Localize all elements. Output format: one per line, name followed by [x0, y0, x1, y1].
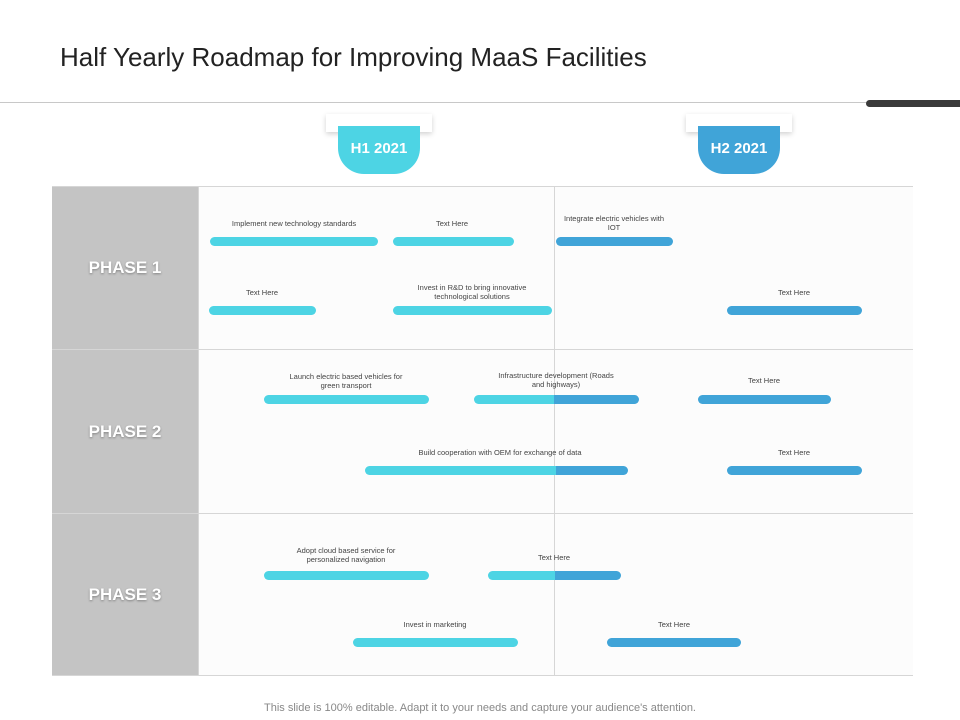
task-label: Invest in R&D to bring innovative techno…: [417, 283, 527, 301]
h1-badge: H1 2021: [338, 126, 420, 174]
task-label: Text Here: [657, 620, 691, 629]
task-label: Adopt cloud based service for personaliz…: [296, 546, 396, 564]
task-label: Text Here: [537, 553, 571, 562]
task-bar: [727, 466, 862, 475]
task-label: Integrate electric vehicles with IOT: [563, 214, 665, 232]
task-bar: [365, 466, 628, 475]
task-label: Invest in marketing: [403, 620, 467, 629]
task-label: Implement new technology standards: [231, 219, 357, 228]
task-label: Text Here: [245, 288, 279, 297]
task-bar: [698, 395, 831, 404]
grid-top-border: [52, 186, 913, 187]
phase-column-border: [198, 186, 199, 676]
task-bar: [264, 571, 429, 580]
task-label: Text Here: [777, 448, 811, 457]
h2-badge: H2 2021: [698, 126, 780, 174]
task-bar: [209, 306, 316, 315]
title-divider: [0, 102, 868, 103]
task-label: Text Here: [747, 376, 781, 385]
half-year-divider: [554, 186, 555, 676]
task-label: Infrastructure development (Roads and hi…: [498, 371, 614, 389]
phase-divider: [52, 513, 913, 514]
footer-note: This slide is 100% editable. Adapt it to…: [264, 702, 696, 714]
task-bar: [488, 571, 621, 580]
task-bar: [474, 395, 639, 404]
task-bar: [264, 395, 429, 404]
task-label: Build cooperation with OEM for exchange …: [418, 448, 582, 457]
task-label: Text Here: [435, 219, 469, 228]
task-bar: [556, 237, 673, 246]
page-title: Half Yearly Roadmap for Improving MaaS F…: [60, 42, 647, 72]
phase-1-cell: PHASE 1: [52, 186, 198, 349]
task-label: Launch electric based vehicles for green…: [289, 372, 403, 390]
grid-bottom-border: [52, 675, 913, 676]
task-bar: [353, 638, 518, 647]
phase-divider: [52, 349, 913, 350]
phase-3-cell: PHASE 3: [52, 514, 198, 676]
roadmap-grid: PHASE 1 PHASE 2 PHASE 3 Implement new te…: [52, 186, 913, 676]
task-bar: [727, 306, 862, 315]
task-bar: [393, 237, 514, 246]
task-bar: [210, 237, 378, 246]
divider-accent: [866, 100, 960, 107]
phase-2-cell: PHASE 2: [52, 350, 198, 513]
task-bar: [607, 638, 741, 647]
task-bar: [393, 306, 552, 315]
task-label: Text Here: [777, 288, 811, 297]
